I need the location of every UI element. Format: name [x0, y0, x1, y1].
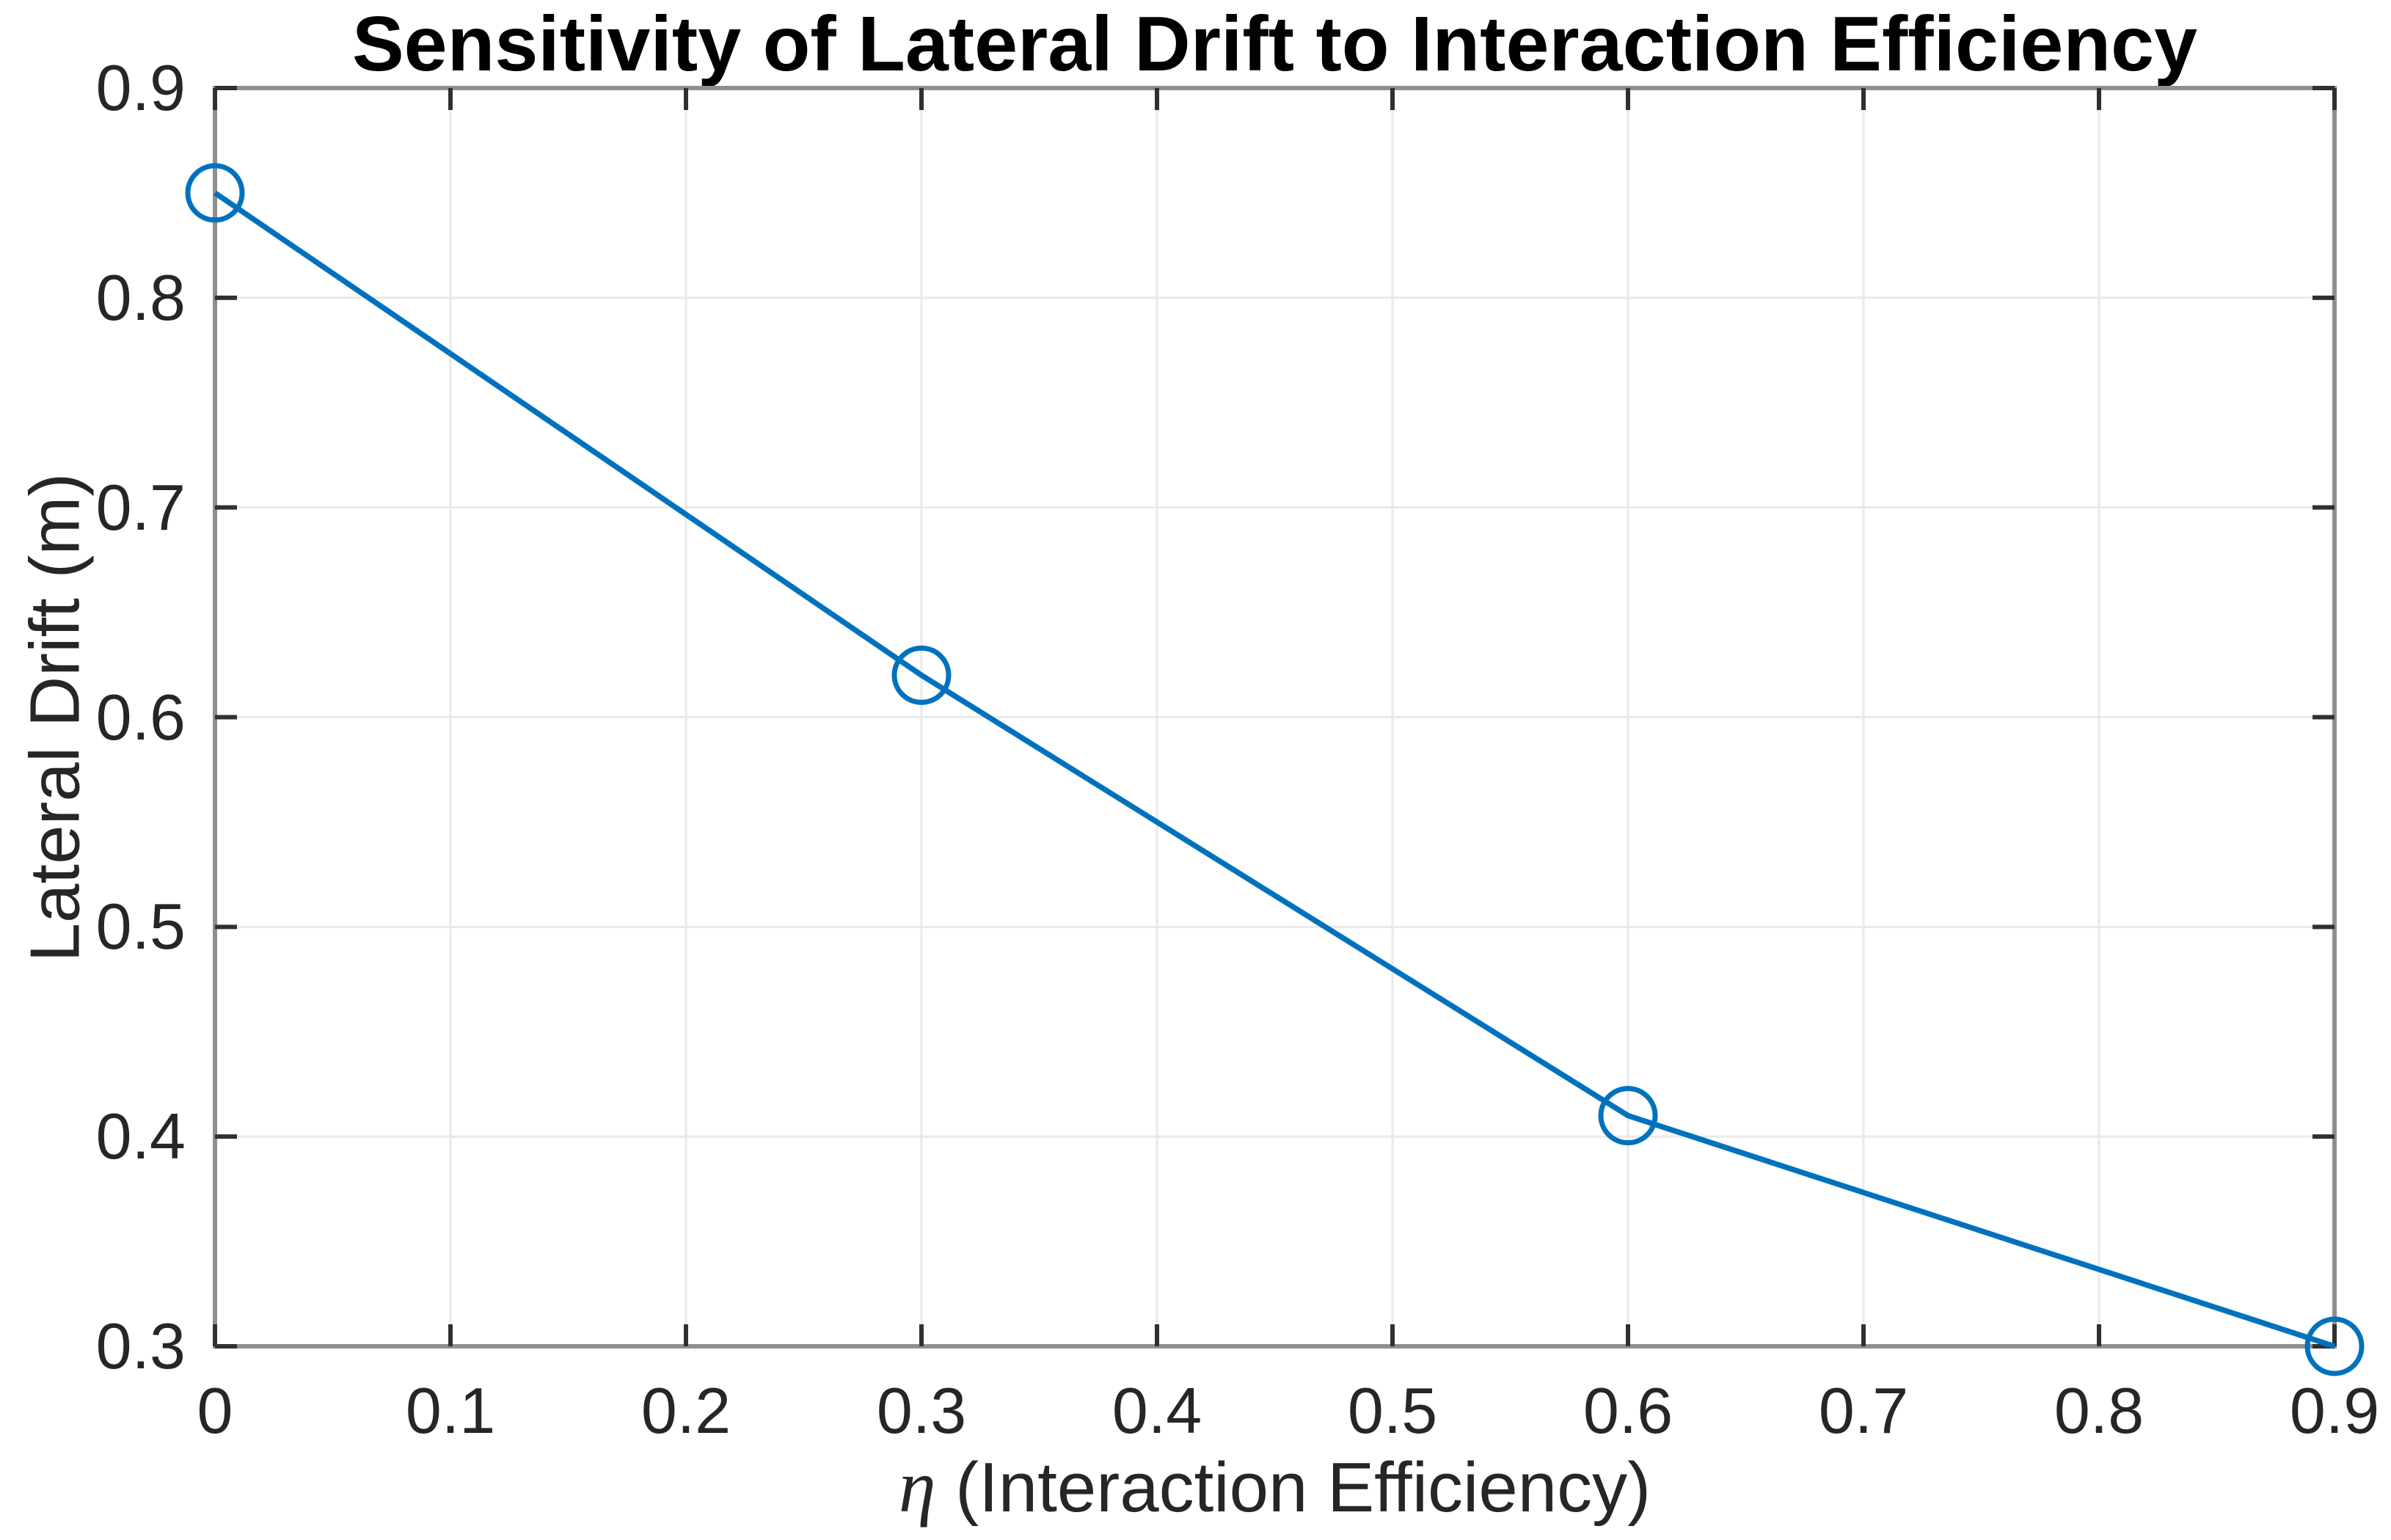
data-line — [213, 190, 2336, 1349]
x-tick-label: 0.3 — [876, 1374, 967, 1447]
x-tick-label: 0.6 — [1583, 1374, 1673, 1447]
x-tick-label: 0.4 — [1111, 1374, 1202, 1447]
data-point-marker — [185, 163, 245, 223]
x-tick-label: 0 — [197, 1374, 233, 1447]
y-tick-label: 0.3 — [95, 1310, 186, 1382]
x-tick-label: 0.1 — [405, 1374, 496, 1447]
data-point-marker — [891, 645, 952, 705]
data-point-marker — [1598, 1086, 1658, 1146]
x-tick-label: 0.5 — [1347, 1374, 1438, 1447]
y-tick-label: 0.6 — [95, 680, 186, 753]
x-axis-label-text: (Interaction Efficiency) — [935, 1448, 1651, 1527]
y-tick-label: 0.7 — [95, 470, 186, 544]
data-point-marker — [2304, 1316, 2365, 1376]
x-axis-label: η (Interaction Efficiency) — [215, 1444, 2335, 1530]
eta-symbol: η — [898, 1445, 936, 1528]
x-tick-label: 0.2 — [640, 1374, 731, 1447]
y-tick-label: 0.5 — [95, 890, 186, 963]
y-tick-label: 0.8 — [95, 260, 186, 334]
y-tick-label: 0.4 — [95, 1100, 186, 1173]
chart-title: Sensitivity of Lateral Drift to Interact… — [351, 1, 2198, 87]
y-tick-label: 0.9 — [95, 51, 186, 124]
x-tick-label: 0.7 — [1818, 1374, 1909, 1447]
x-tick-label: 0.8 — [2054, 1374, 2144, 1447]
x-tick-label: 0.9 — [2289, 1374, 2380, 1447]
